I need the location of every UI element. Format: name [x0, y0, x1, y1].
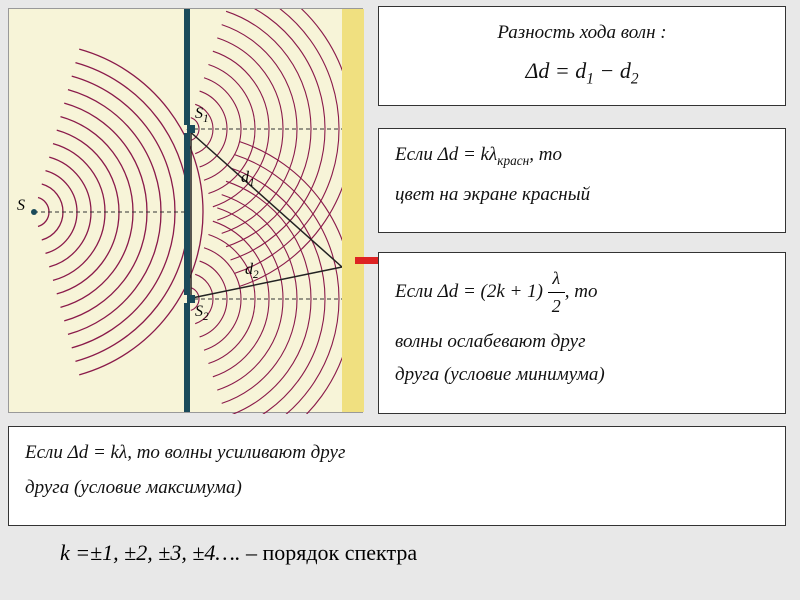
box3-line3: друга (условие минимума) [395, 361, 769, 390]
box1-title: Разность хода волн : [395, 19, 769, 48]
screen-strip [342, 9, 364, 412]
box2-line1: Если Δd = kλкрасн, то [395, 141, 769, 171]
maximum-condition-box: Если Δd = kλ, то волны усиливают друг др… [8, 426, 786, 526]
box4-line2: друга (условие максимума) [25, 474, 769, 503]
ray-overlay [9, 9, 364, 414]
fraction: λ 2 [548, 265, 565, 320]
box1-equation: Δd = d1 − d2 [395, 54, 769, 91]
box4-line1: Если Δd = kλ, то волны усиливают друг [25, 439, 769, 468]
box2-line2: цвет на экране красный [395, 181, 769, 210]
source-label: S [17, 197, 25, 215]
caption-k: k =±1, ±2, ±3, ±4…. [60, 540, 240, 565]
d2-label: d2 [245, 261, 259, 281]
red-light-bar [355, 257, 379, 264]
caption: k =±1, ±2, ±3, ±4…. – порядок спектра [60, 540, 417, 566]
minimum-condition-box: Если Δd = (2k + 1) λ 2 , то волны ослабе… [378, 252, 786, 414]
slit2-label: S2 [195, 303, 209, 323]
path-difference-box: Разность хода волн : Δd = d1 − d2 [378, 6, 786, 106]
box3-line1: Если Δd = (2k + 1) λ 2 , то [395, 265, 769, 320]
slit1-label: S1 [195, 105, 209, 125]
d1-label: d1 [241, 169, 255, 189]
interference-diagram: S S1 S2 d1 d2 [8, 8, 363, 413]
caption-text: – порядок спектра [240, 540, 417, 565]
red-condition-box: Если Δd = kλкрасн, то цвет на экране кра… [378, 128, 786, 233]
box3-line2: волны ослабевают друг [395, 328, 769, 357]
